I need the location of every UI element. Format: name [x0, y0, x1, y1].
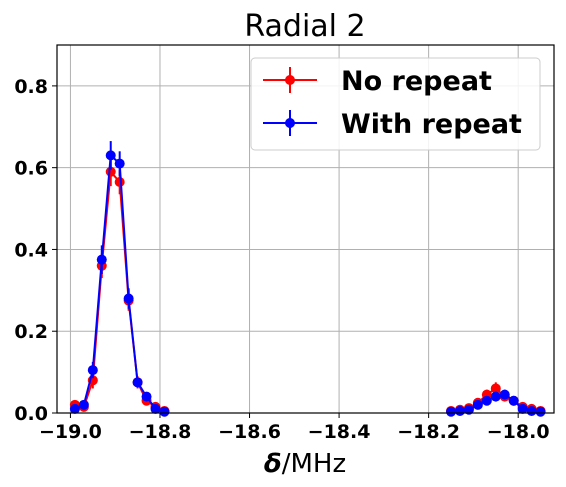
- data-point: [114, 158, 125, 169]
- data-point: [96, 254, 107, 265]
- data-point: [472, 399, 483, 410]
- legend-label: With repeat: [341, 109, 522, 140]
- data-point: [141, 391, 152, 402]
- data-point: [69, 403, 80, 414]
- legend-item-1: With repeat: [263, 109, 522, 140]
- data-point: [508, 395, 519, 406]
- data-point: [132, 377, 143, 388]
- data-point: [87, 365, 98, 376]
- data-point: [535, 406, 546, 417]
- chart-title: Radial 2: [244, 9, 365, 44]
- data-point: [114, 176, 125, 187]
- data-point: [78, 399, 89, 410]
- data-point: [123, 293, 134, 304]
- legend-item-0: No repeat: [263, 66, 492, 97]
- y-tick-label: 0.4: [14, 239, 48, 261]
- x-axis-label-unit: /MHz: [282, 449, 346, 479]
- data-point: [150, 403, 161, 414]
- series-1: [69, 141, 546, 417]
- data-point: [526, 405, 537, 416]
- x-tick-label: −18.0: [487, 421, 550, 443]
- axes: −19.0 −18.8 −18.6 −18.4 −18.2 −18.0 0.0 0.2 0.4 0…: [14, 76, 549, 443]
- x-tick-label: −18.6: [218, 421, 281, 443]
- data-point: [490, 391, 501, 402]
- data-point: [481, 395, 492, 406]
- data-point: [454, 405, 465, 416]
- plot-area: [69, 141, 546, 417]
- legend-label: No repeat: [341, 66, 492, 97]
- data-point: [159, 406, 170, 417]
- data-point: [517, 403, 528, 414]
- y-tick-label: 0.2: [14, 321, 48, 343]
- data-point: [446, 406, 457, 417]
- legend: No repeat With repeat: [250, 57, 541, 151]
- legend-marker: [285, 118, 295, 128]
- y-tick-label: 0.6: [14, 158, 48, 180]
- data-point: [490, 383, 501, 394]
- series-line: [74, 169, 165, 412]
- data-point: [105, 150, 116, 161]
- x-tick-label: −19.0: [39, 421, 102, 443]
- axes-frame: [56, 44, 555, 414]
- legend-marker: [285, 75, 295, 85]
- x-axis-label-symbol: δ: [264, 449, 282, 479]
- legend-box: [250, 57, 541, 151]
- y-tick-label: 0.8: [14, 76, 48, 98]
- x-tick-label: −18.4: [308, 421, 371, 443]
- data-point: [499, 389, 510, 400]
- x-tick-label: −18.8: [129, 421, 192, 443]
- x-tick-label: −18.2: [397, 421, 460, 443]
- data-point: [463, 404, 474, 415]
- series-0: [69, 157, 546, 416]
- x-axis-label: δ/MHz: [264, 449, 346, 479]
- y-tick-label: 0.0: [14, 403, 48, 425]
